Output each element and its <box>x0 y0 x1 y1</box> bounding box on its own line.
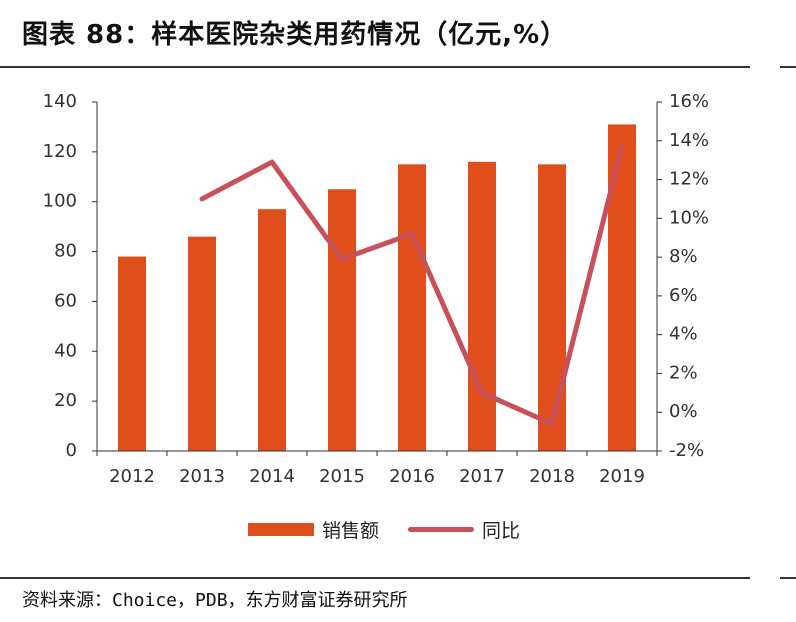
legend: 销售额 同比 <box>0 514 796 544</box>
chart-title: 图表 88：样本医院杂类用药情况（亿元,%） <box>22 20 568 50</box>
y-right-tick-label: 12% <box>669 169 709 190</box>
y-left-tick-label: 80 <box>54 241 77 262</box>
bar-2014 <box>258 209 286 451</box>
x-tick-label-2012: 2012 <box>109 466 155 487</box>
y-right-tick-label: 6% <box>669 285 698 306</box>
y-right-tick-label: -2% <box>669 440 704 461</box>
legend-item-sales: 销售额 <box>248 514 379 544</box>
y-left-tick-label: 120 <box>43 141 77 162</box>
legend-line-swatch <box>408 526 474 532</box>
y-left-tick-label: 100 <box>43 191 77 212</box>
x-tick-label-2013: 2013 <box>179 466 225 487</box>
y-right-tick-label: 10% <box>669 207 709 228</box>
y-right-tick-label: 0% <box>669 401 698 422</box>
y-left-tick-label: 0 <box>66 440 77 461</box>
x-tick-label-2016: 2016 <box>389 466 435 487</box>
x-tick-label-2019: 2019 <box>599 466 645 487</box>
x-tick-label-2017: 2017 <box>459 466 505 487</box>
y-left-tick-label: 140 <box>43 91 77 112</box>
y-left-tick-label: 60 <box>54 290 77 311</box>
title-rule <box>0 66 750 68</box>
bar-2018 <box>538 164 566 452</box>
y-right-tick-label: 4% <box>669 324 698 345</box>
title-rule-end <box>780 66 796 68</box>
legend-label-yoy: 同比 <box>482 519 521 542</box>
bar-2015 <box>328 189 356 451</box>
source-rule <box>0 577 750 579</box>
x-tick-label-2018: 2018 <box>529 466 575 487</box>
y-right-tick-label: 16% <box>669 91 709 112</box>
bar-2016 <box>398 164 426 452</box>
bar-2019 <box>608 124 636 451</box>
bar-2012 <box>118 256 146 451</box>
legend-label-sales: 销售额 <box>322 519 380 542</box>
x-tick-label-2015: 2015 <box>319 466 365 487</box>
bar-2013 <box>188 236 216 451</box>
x-tick-label-2014: 2014 <box>249 466 295 487</box>
y-right-tick-label: 14% <box>669 130 709 151</box>
y-left-tick-label: 20 <box>54 390 77 411</box>
legend-bar-swatch <box>248 522 314 536</box>
legend-item-yoy: 同比 <box>408 514 520 544</box>
y-right-tick-label: 8% <box>669 246 698 267</box>
source-rule-end <box>780 577 796 579</box>
y-right-tick-label: 2% <box>669 362 698 383</box>
bar-2017 <box>468 161 496 452</box>
y-left-tick-label: 40 <box>54 340 77 361</box>
source-note: 资料来源：Choice，PDB，东方财富证券研究所 <box>22 590 408 611</box>
